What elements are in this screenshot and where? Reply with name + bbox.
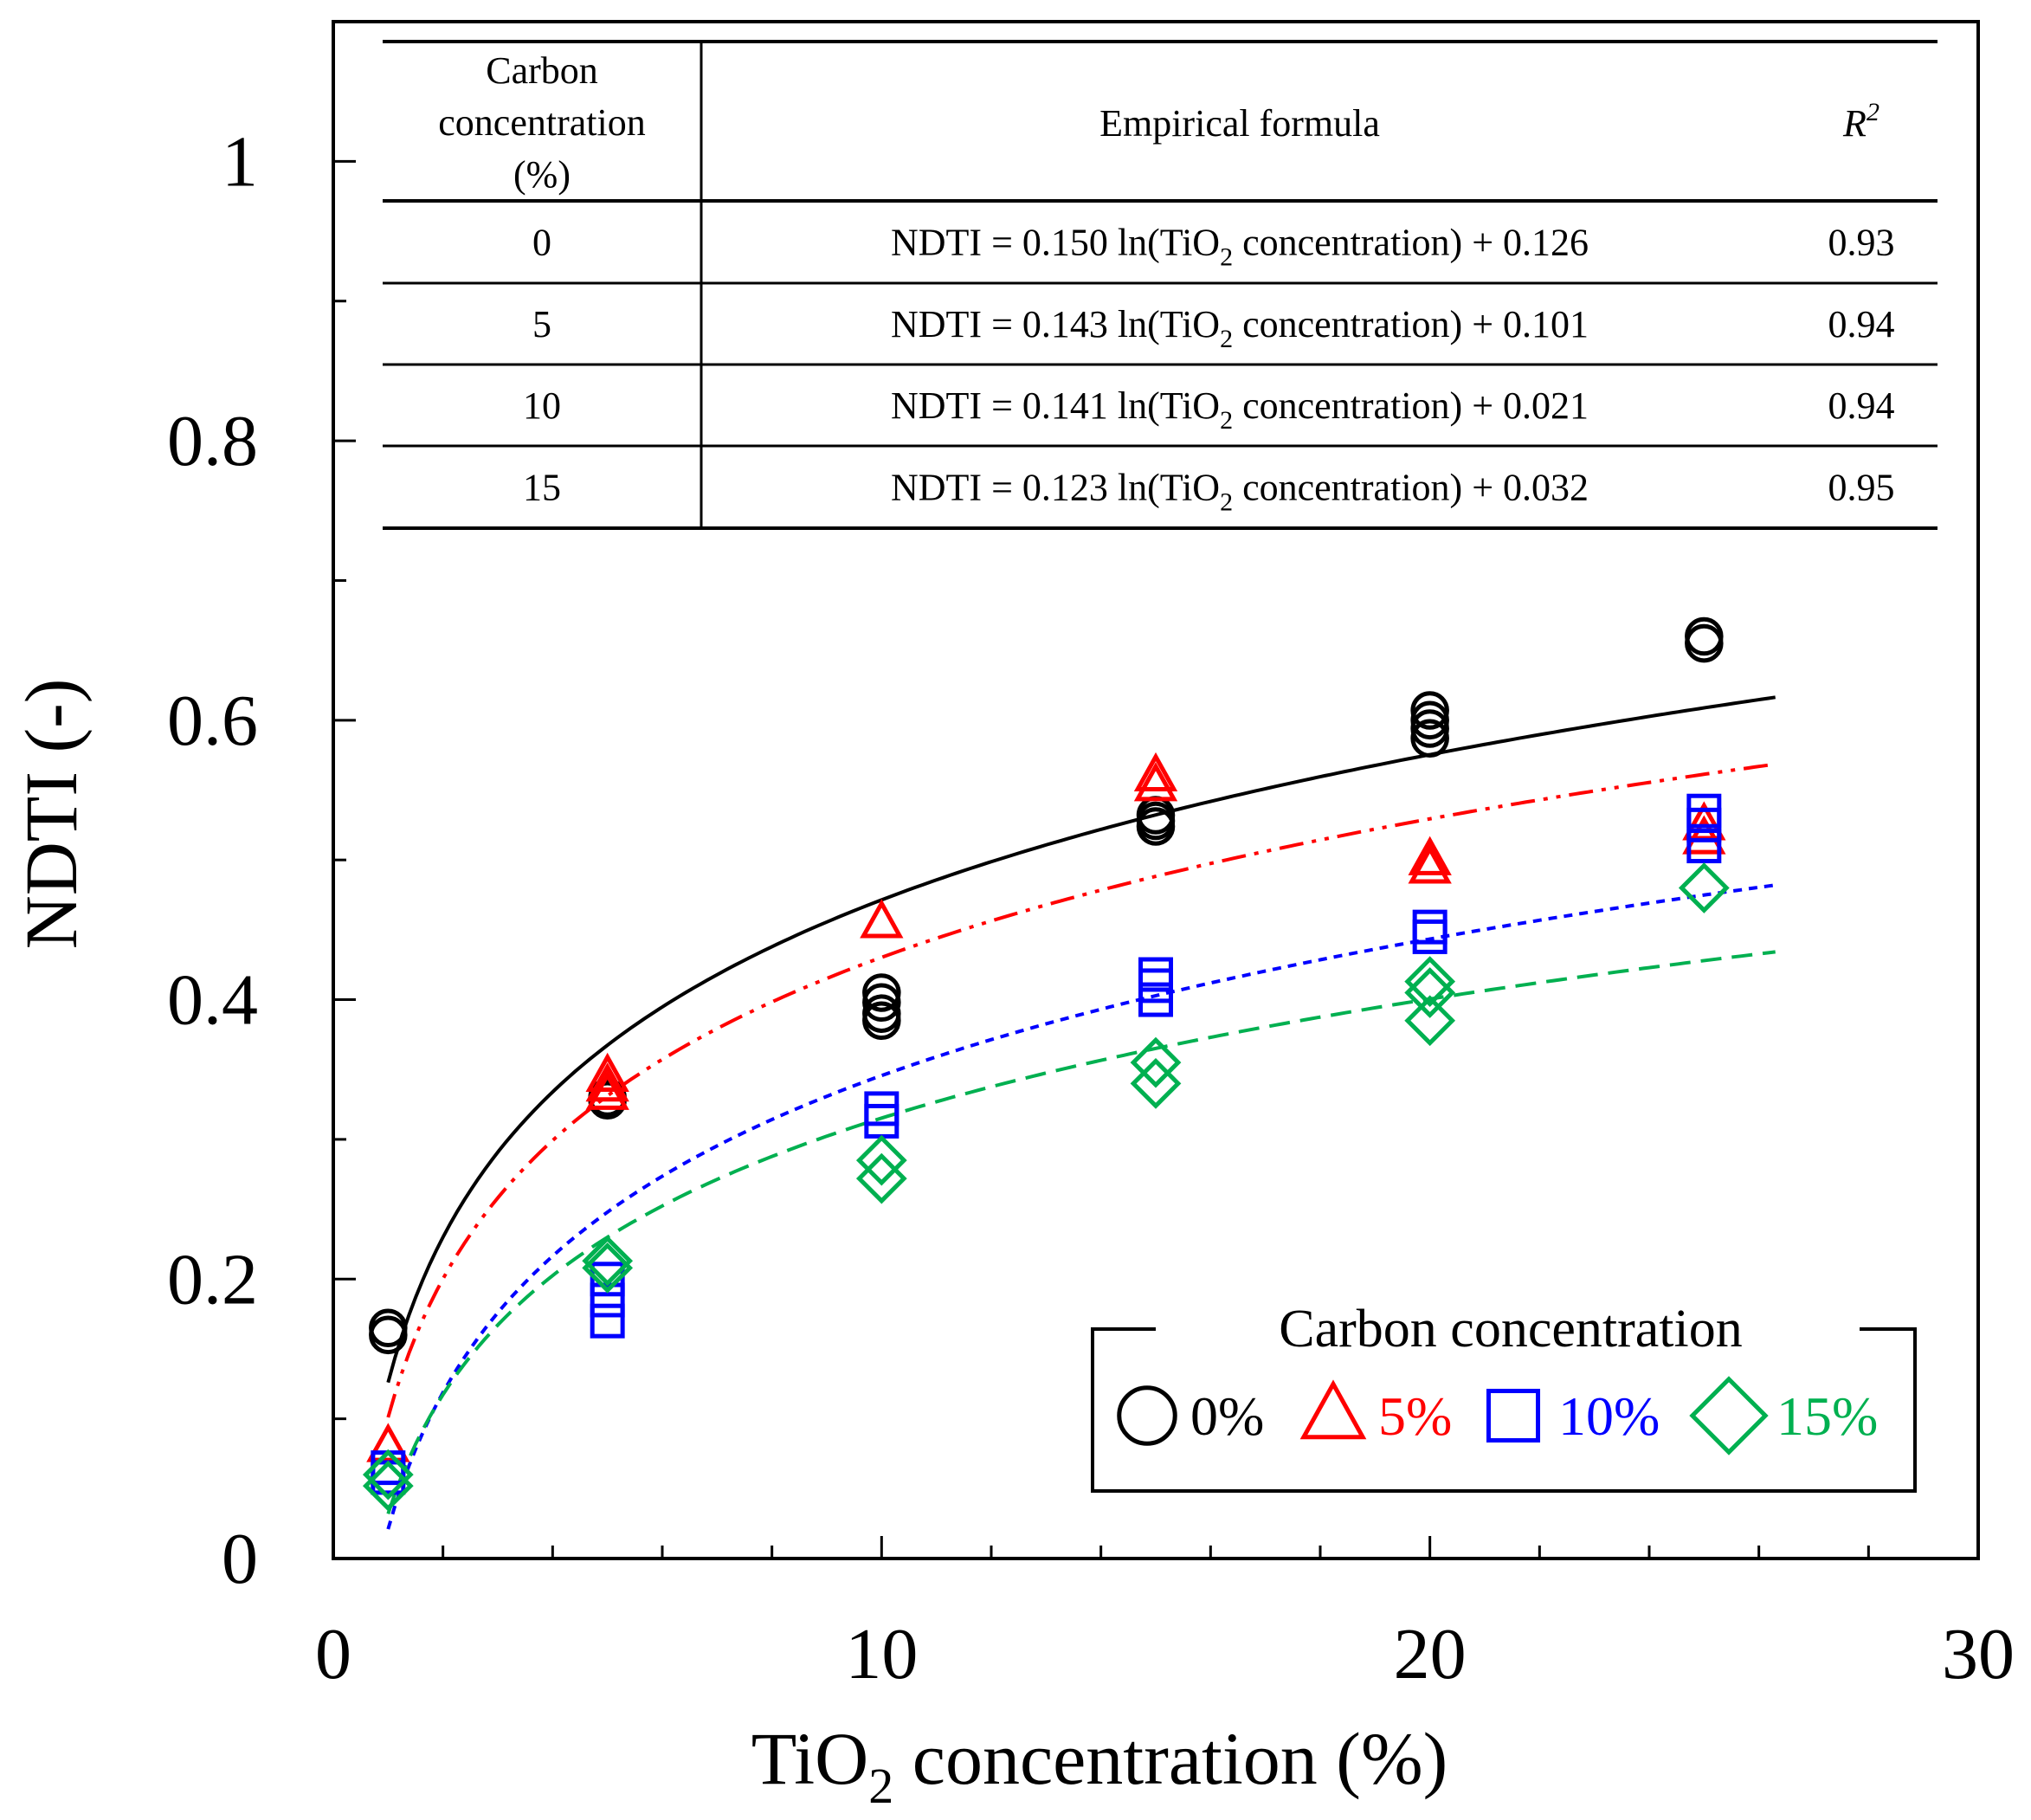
x-tick-label: 0	[315, 1614, 351, 1694]
point-diamond	[1404, 956, 1456, 1007]
table-cell-formula: NDTI = 0.123 ln(TiO2 concentration) + 0.…	[891, 467, 1589, 517]
point-triangle	[1408, 836, 1452, 875]
point-diamond	[362, 1449, 414, 1501]
point-diamond	[1404, 995, 1456, 1047]
point-circle	[1410, 719, 1449, 758]
point-triangle	[1682, 815, 1726, 855]
table-cell-r2: 0.93	[1828, 222, 1895, 264]
x-axis-title: TiO2 concentration (%)	[751, 1717, 1447, 1814]
axis-ticks	[332, 159, 1980, 1560]
point-triangle	[1133, 752, 1178, 792]
point-circle	[1410, 691, 1449, 730]
point-square	[1138, 982, 1173, 1017]
point-triangle	[1408, 844, 1452, 884]
point-square	[1686, 807, 1722, 842]
point-circle	[862, 973, 901, 1012]
table-header-formula: Empirical formula	[1099, 102, 1380, 145]
point-diamond	[855, 1134, 907, 1186]
point-triangle	[585, 1052, 629, 1092]
table-header-carbon: Carbon	[486, 49, 598, 92]
point-square	[590, 1303, 625, 1339]
legend-label: 5%	[1378, 1385, 1452, 1447]
x-tick-label: 10	[845, 1614, 918, 1694]
legend-title: Carbon concentration	[1279, 1300, 1742, 1359]
legend-marker-square	[1486, 1388, 1541, 1443]
plot-frame	[332, 20, 1980, 1560]
point-diamond	[1130, 1036, 1182, 1088]
point-diamond	[1130, 1057, 1182, 1109]
legend: Carbon concentration 0% 5% 10% 15%	[1091, 1300, 1917, 1493]
table-cell-carbon: 15	[523, 467, 561, 509]
point-triangle	[860, 899, 904, 939]
point-diamond	[362, 1460, 414, 1512]
point-diamond	[582, 1242, 634, 1294]
legend-label: 10%	[1558, 1385, 1660, 1447]
legend-label: 0%	[1190, 1385, 1264, 1447]
point-circle	[862, 1001, 901, 1041]
fit-curve-0pct	[386, 695, 1776, 1384]
table-cell-formula: NDTI = 0.143 ln(TiO2 concentration) + 0.…	[891, 303, 1589, 353]
table-header-carbon: concentration	[438, 101, 645, 144]
point-square	[864, 1103, 899, 1139]
formula-table: Carbon concentration (%) Empirical formula R…	[383, 40, 1938, 530]
point-circle	[1410, 709, 1449, 748]
table-cell-formula: NDTI = 0.150 ln(TiO2 concentration) + 0.…	[891, 222, 1589, 272]
point-circle	[1685, 623, 1724, 663]
point-square	[1412, 919, 1447, 954]
table-cell-r2: 0.94	[1828, 384, 1895, 427]
legend-marker-diamond	[1689, 1376, 1769, 1455]
point-circle	[862, 983, 901, 1023]
table-cell-r2: 0.94	[1828, 303, 1895, 345]
point-square	[371, 1450, 406, 1486]
point-diamond	[1678, 862, 1730, 913]
point-triangle	[1133, 762, 1178, 802]
table-cell-carbon: 5	[532, 303, 551, 345]
y-tick-label: 0.6	[167, 681, 258, 761]
y-tick-label: 0	[222, 1519, 258, 1599]
table-cell-r2: 0.95	[1828, 467, 1895, 509]
fit-curves	[386, 695, 1776, 1530]
legend-label: 15%	[1776, 1385, 1878, 1447]
legend-marker-circle	[1117, 1385, 1177, 1446]
table-cell-carbon: 10	[523, 384, 561, 427]
point-triangle	[585, 1062, 629, 1102]
y-tick-label: 1	[222, 121, 258, 202]
legend-frame	[1091, 1327, 1917, 1493]
y-tick-label: 0.8	[167, 401, 258, 481]
y-tick-label: 0.2	[167, 1239, 258, 1320]
x-tick-label: 20	[1394, 1614, 1467, 1694]
point-square	[1686, 829, 1722, 864]
fit-curve-5pct	[386, 762, 1776, 1418]
table-cell-formula: NDTI = 0.141 ln(TiO2 concentration) + 0.…	[891, 384, 1589, 435]
point-square	[590, 1262, 625, 1297]
point-circle	[369, 1315, 408, 1355]
y-tick-label: 0.4	[167, 960, 258, 1041]
axis-tick-labels: 0 10 20 30 0 0.2 0.4 0.6 0.8 1	[167, 121, 2015, 1694]
table-cell-carbon: 0	[532, 222, 551, 264]
point-diamond	[1404, 967, 1456, 1018]
point-triangle	[585, 1070, 629, 1110]
x-tick-label: 30	[1942, 1614, 2015, 1694]
point-triangle	[366, 1423, 410, 1462]
point-diamond	[582, 1235, 634, 1287]
data-points	[362, 616, 1730, 1512]
point-circle	[1136, 807, 1176, 846]
fit-curve-15pct	[386, 950, 1776, 1515]
table-header-carbon: (%)	[513, 153, 571, 196]
point-diamond	[855, 1152, 907, 1204]
fit-curve-10pct	[386, 883, 1776, 1530]
table-header-r2: R2	[1842, 98, 1879, 145]
legend-marker-triangle	[1299, 1379, 1367, 1440]
y-axis-title: NDTI (-)	[10, 679, 93, 950]
